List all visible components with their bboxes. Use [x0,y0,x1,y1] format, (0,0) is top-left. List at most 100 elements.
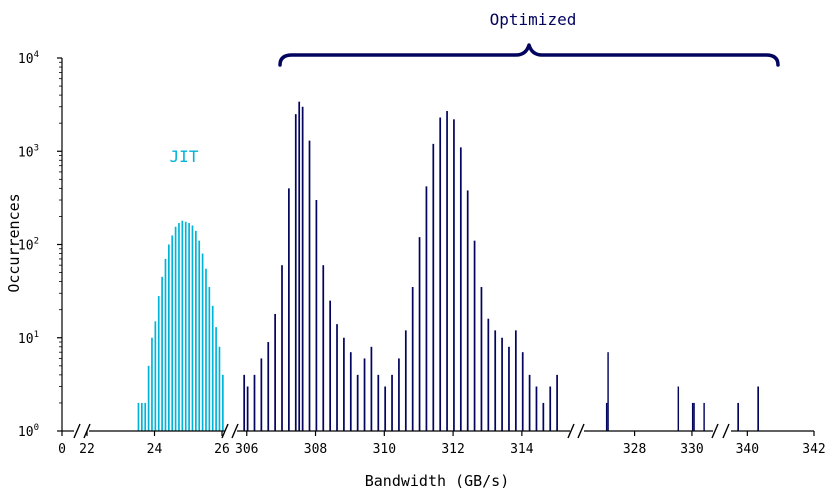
bar [384,386,387,431]
bar [211,305,214,431]
bar [418,237,421,431]
bar [487,318,490,431]
bar [198,240,201,431]
axis-break-mark [711,423,719,439]
bar [607,352,609,431]
x-tick-label: 340 [736,442,759,457]
bar [605,402,608,431]
bar [677,386,680,431]
bar [191,225,194,431]
bar [757,386,759,431]
bar [391,374,393,431]
bar [195,230,197,431]
bar [168,244,170,431]
bar [343,337,345,431]
bar [174,226,177,431]
x-tick-label: 26 [214,442,230,457]
bar [157,296,160,431]
optimized-annotation: Optimized [490,10,577,29]
y-tick-label: 102 [18,237,39,254]
axis-break-marks [73,423,730,439]
x-tick-label: 342 [802,442,825,457]
bar [243,374,246,431]
x-tick-label: 310 [373,442,396,457]
x-ticks: 0 22 24 26 306 308 310 312 314 328 330 340 342 [58,431,826,457]
x-tick-label: 312 [441,442,464,457]
bar [308,140,311,431]
bar [432,143,435,431]
bar [398,358,400,431]
axis-break-mark [567,423,575,439]
bar [737,402,739,431]
optimized-brace [278,43,780,67]
bar [528,374,531,431]
bar [549,386,552,431]
axis-break-mark [221,423,229,439]
bar [535,386,538,431]
axis-break-mark [73,423,81,439]
jit-annotation: JIT [170,147,199,166]
bar [208,287,211,431]
y-ticks: 100 101 102 103 104 [18,50,62,440]
x-tick-label: 22 [79,442,95,457]
bar [315,200,318,431]
bar [542,402,545,431]
bar [356,374,359,431]
bar [480,287,483,431]
bar [473,240,476,431]
bar [161,276,163,431]
bar [147,365,150,431]
bar [246,386,249,431]
x-axis-title: Bandwidth (GB/s) [365,472,510,490]
bar [274,313,276,431]
bar [459,147,462,431]
bar [508,346,510,431]
bar [205,268,207,431]
bar [288,188,290,431]
bar [336,324,338,431]
x-tick-label: 24 [147,442,163,457]
y-axis-title: Occurrences [5,193,23,292]
bar [184,221,187,431]
bar [411,287,414,431]
y-tick-label: 103 [18,143,39,160]
bar [151,337,153,431]
x-tick-label: 0 [58,442,66,457]
bar [521,352,524,431]
bar [377,374,380,431]
bar [446,111,448,431]
axis-break-mark [83,423,91,439]
bar [703,402,705,431]
axis-break-mark [231,423,239,439]
bar [298,101,301,431]
bar [218,346,221,431]
axis-break-mark [577,423,585,439]
bar [494,330,497,431]
bar [501,337,503,431]
bar [329,300,332,431]
x-tick-label: 314 [510,442,534,457]
bar [693,402,695,431]
bar [466,190,469,431]
bar [260,358,263,431]
bar [137,402,140,431]
bar [349,352,352,431]
bar [164,258,167,431]
bar [253,374,256,431]
bar [294,114,297,431]
bar [188,223,190,431]
bar [171,235,174,431]
x-tick-label: 328 [623,442,646,457]
bar [222,374,224,431]
bar [322,265,325,431]
bar [370,346,373,431]
axes-layer: 100 101 102 103 104 0 22 24 26 306 308 310 312 314 32… [18,50,826,457]
bar [301,106,304,431]
y-tick-label: 100 [18,423,39,440]
bar [453,119,455,431]
bar [267,342,270,431]
bar [281,265,283,431]
x-tick-label: 306 [235,442,258,457]
